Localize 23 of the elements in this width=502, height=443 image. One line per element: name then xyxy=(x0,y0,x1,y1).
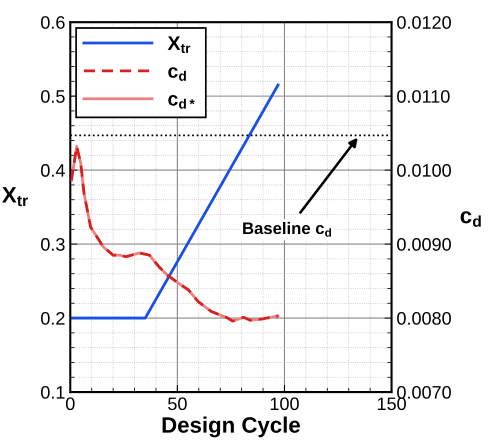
y-tick-label: 0.1 xyxy=(41,386,65,399)
y2-axis-title: c$_{d}$ xyxy=(460,211,481,227)
y-tick-label: 0.5 xyxy=(41,90,65,103)
y2-tick-label: 0.0080 xyxy=(397,312,451,325)
x-tick-label: 100 xyxy=(270,397,299,410)
y-tick-label: 0.2 xyxy=(41,312,65,325)
y-tick-label: 0.6 xyxy=(41,16,65,29)
legend-label: c$_{d}$ xyxy=(168,67,186,81)
y-axis-title: X$_{tr}$ xyxy=(2,187,28,206)
y2-tick-label: 0.0120 xyxy=(397,16,451,29)
x-tick-label: 50 xyxy=(168,397,187,410)
y2-tick-label: 0.0090 xyxy=(397,238,451,251)
x-axis-title: Design Cycle xyxy=(162,416,300,438)
legend-label: c$_{d*}$ xyxy=(168,95,195,109)
y-tick-label: 0.3 xyxy=(41,238,65,251)
y-tick-label: 0.4 xyxy=(41,164,65,177)
y2-tick-label: 0.0100 xyxy=(397,164,451,177)
legend-label: X$_{tr}$ xyxy=(168,36,190,54)
x-tick-label: 0 xyxy=(66,397,75,410)
annotation: Baseline c$_{d}$ xyxy=(243,222,332,237)
y2-tick-label: 0.0070 xyxy=(397,386,451,399)
x-tick-label: 150 xyxy=(378,397,406,410)
y2-tick-label: 0.0110 xyxy=(397,90,450,103)
